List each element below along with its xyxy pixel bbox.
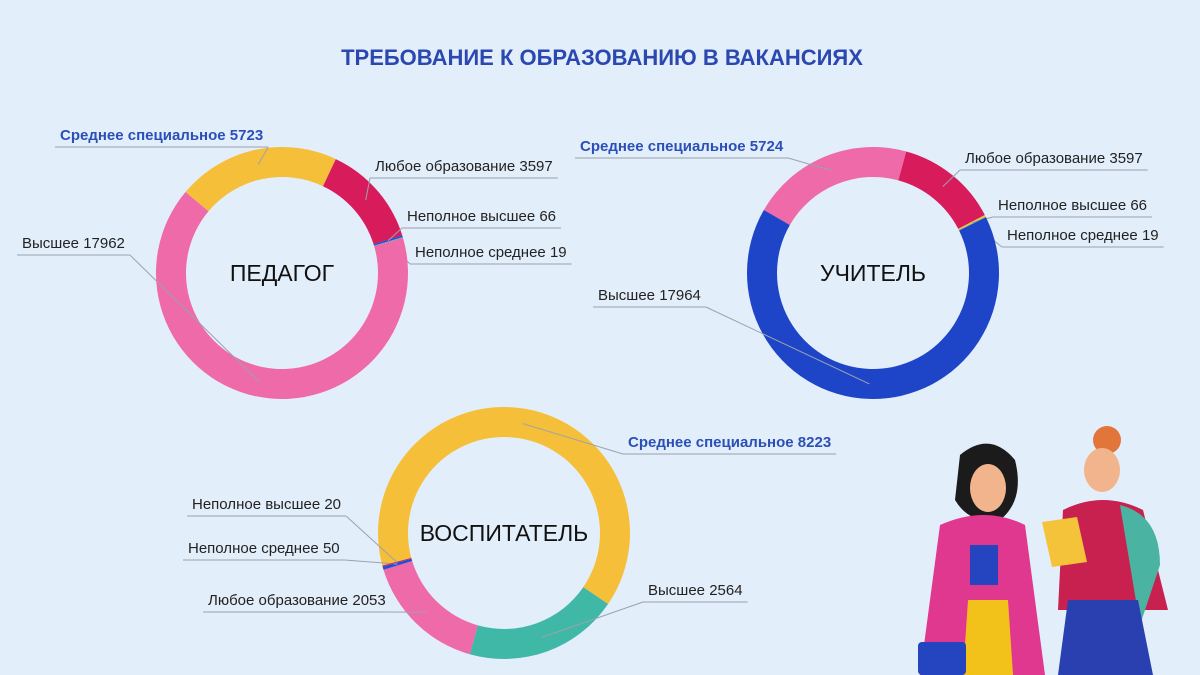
slice-label: Высшее 17962	[22, 235, 125, 252]
slice-value: 19	[1142, 227, 1159, 244]
slice-label: Неполное среднее 19	[1007, 227, 1159, 244]
slice-value: 5723	[230, 127, 263, 144]
donut-slice	[469, 587, 609, 659]
slice-label: Среднее специальное 5724	[580, 138, 784, 155]
leader-line	[788, 157, 831, 171]
slice-label: Любое образование 3597	[965, 150, 1143, 167]
leader-line	[387, 227, 403, 241]
slice-category: Любое образование	[208, 592, 348, 609]
slice-label: Неполное высшее 66	[998, 197, 1147, 214]
donut-slice	[382, 557, 412, 567]
slice-value: 20	[324, 496, 341, 513]
donut-slice	[898, 151, 985, 229]
slice-value: 19	[550, 244, 567, 261]
leader-line	[365, 177, 371, 201]
slice-category: Среднее специальное	[580, 138, 746, 155]
slice-label: Среднее специальное 8223	[628, 434, 831, 451]
donut-chart: Среднее специальное 5724 Любое образовани…	[575, 138, 1164, 399]
slice-label: Неполное среднее 19	[415, 244, 567, 261]
slice-category: Неполное среднее	[1007, 227, 1138, 244]
donut-slice	[747, 210, 999, 399]
donut-slice	[378, 407, 630, 605]
slice-value: 66	[1130, 197, 1147, 214]
leader-line	[541, 601, 644, 638]
slice-label: Любое образование 2053	[208, 592, 386, 609]
slice-label: Среднее специальное 5723	[60, 127, 263, 144]
donut-slice	[383, 560, 478, 655]
slice-label: Неполное среднее 50	[188, 540, 340, 557]
page-title: ТРЕБОВАНИЕ К ОБРАЗОВАНИЮ В ВАКАНСИЯХ	[341, 45, 863, 70]
slice-label: Неполное высшее 20	[192, 496, 341, 513]
leader-line	[344, 559, 398, 565]
slice-category: Высшее	[648, 582, 705, 599]
slice-label: Высшее 17964	[598, 287, 701, 304]
chart-center-label: ВОСПИТАТЕЛЬ	[420, 520, 589, 546]
slice-value: 50	[323, 540, 340, 557]
slice-label: Высшее 2564	[648, 582, 743, 599]
leader-line	[705, 306, 870, 385]
slice-category: Неполное среднее	[415, 244, 546, 261]
leader-line	[257, 146, 269, 165]
donut-slice	[958, 216, 986, 231]
slice-value: 2564	[709, 582, 742, 599]
leader-line	[942, 169, 961, 188]
slice-value: 17964	[659, 287, 701, 304]
slice-category: Неполное высшее	[998, 197, 1126, 214]
slice-value: 2053	[352, 592, 385, 609]
slice-category: Среднее специальное	[628, 434, 794, 451]
illustration	[918, 426, 1168, 675]
slice-label: Неполное высшее 66	[407, 208, 556, 225]
leader-line	[345, 515, 398, 563]
slice-category: Среднее специальное	[60, 127, 226, 144]
leader-line	[522, 423, 624, 455]
donut-slice	[185, 146, 336, 212]
slice-category: Неполное высшее	[407, 208, 535, 225]
slice-category: Неполное высшее	[192, 496, 320, 513]
slice-value: 66	[539, 208, 556, 225]
slice-value: 17962	[83, 235, 125, 252]
slice-value: 3597	[1109, 150, 1142, 167]
slice-label: Любое образование 3597	[375, 158, 553, 175]
donut-chart: Среднее специальное 8223 Высшее 2564 Любое…	[183, 407, 837, 659]
donut-slice	[763, 147, 907, 225]
donut-slice	[155, 192, 408, 399]
leader-line	[129, 254, 260, 382]
slice-category: Любое образование	[965, 150, 1105, 167]
slice-category: Неполное среднее	[188, 540, 319, 557]
donut-chart: Среднее специальное 5723 Любое образовани…	[17, 127, 572, 399]
donut-slice	[374, 237, 403, 247]
slice-value: 8223	[798, 434, 831, 451]
slice-value: 5724	[750, 138, 784, 155]
slice-category: Высшее	[598, 287, 655, 304]
chart-center-label: ПЕДАГОГ	[230, 260, 335, 286]
slice-category: Любое образование	[375, 158, 515, 175]
slice-category: Высшее	[22, 235, 79, 252]
chart-center-label: УЧИТЕЛЬ	[820, 260, 926, 286]
donut-slice	[323, 159, 403, 245]
slice-value: 3597	[519, 158, 552, 175]
